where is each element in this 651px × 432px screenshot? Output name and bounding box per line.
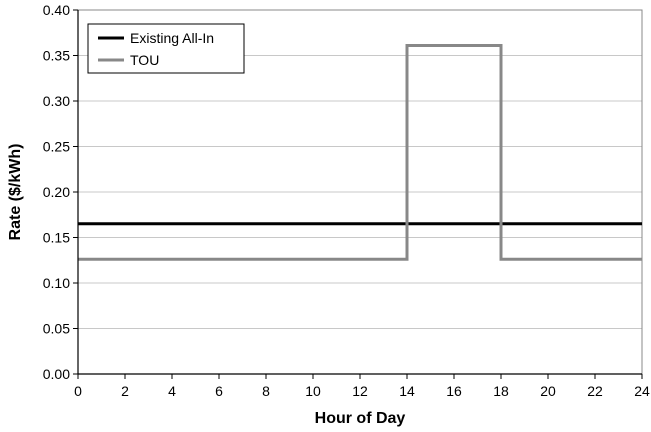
x-tick-label: 24 [634,383,650,399]
y-tick-label: 0.15 [43,230,70,246]
y-axis-title: Rate ($/kWh) [7,144,24,241]
x-tick-label: 16 [446,383,462,399]
y-tick-label: 0.40 [43,2,70,18]
y-tick-label: 0.00 [43,366,70,382]
x-tick-label: 2 [121,383,129,399]
x-tick-label: 6 [215,383,223,399]
x-tick-label: 20 [540,383,556,399]
legend-label-existing-all-in: Existing All-In [130,30,214,46]
x-tick-label: 18 [493,383,509,399]
y-axis-ticks: 0.00 0.05 0.10 0.15 0.20 0.25 0.30 0.35 0.40 [43,2,78,382]
x-axis-title: Hour of Day [315,410,406,427]
series-line-tou [78,44,642,261]
legend-label-tou: TOU [130,52,159,68]
legend-box [87,23,245,74]
legend: Existing All-In TOU [87,23,245,74]
x-tick-label: 8 [262,383,270,399]
y-tick-label: 0.30 [43,93,70,109]
x-tick-label: 4 [168,383,176,399]
x-tick-label: 22 [587,383,603,399]
x-tick-label: 0 [74,383,82,399]
y-tick-label: 0.35 [43,48,70,64]
x-tick-label: 12 [352,383,368,399]
x-axis-ticks: 0 2 4 6 8 10 12 14 16 18 20 22 24 [74,374,650,399]
y-tick-label: 0.25 [43,139,70,155]
y-tick-label: 0.20 [43,184,70,200]
x-tick-label: 10 [305,383,321,399]
y-tick-label: 0.05 [43,321,70,337]
y-tick-label: 0.10 [43,275,70,291]
series-lines [78,44,642,261]
x-tick-label: 14 [399,383,415,399]
